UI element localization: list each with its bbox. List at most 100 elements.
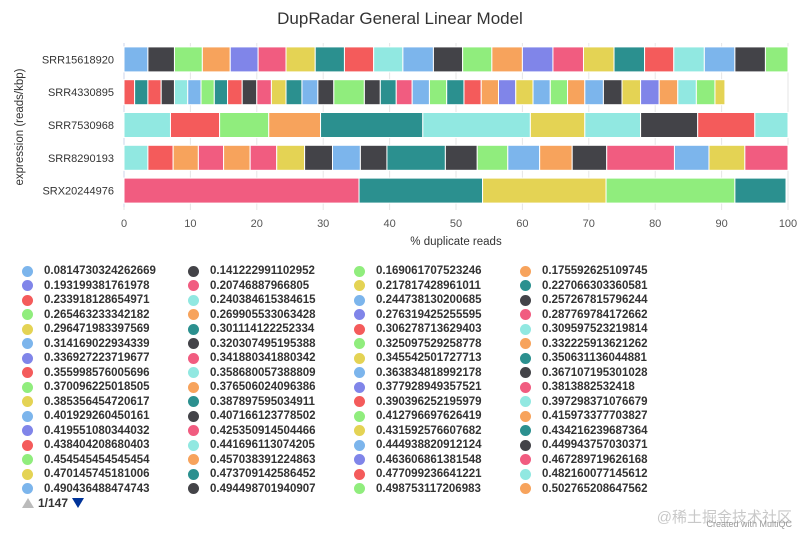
legend-item[interactable]: 0.449943757030371 [520, 438, 686, 453]
legend-item[interactable]: 0.314169022934339 [22, 337, 188, 352]
bar-segment[interactable] [249, 144, 278, 171]
bar-segment[interactable] [521, 46, 554, 73]
bar-segment[interactable] [320, 112, 424, 138]
bar-segment[interactable] [476, 144, 509, 171]
bar-segment[interactable] [285, 79, 303, 106]
bar-segment[interactable] [219, 112, 270, 138]
bar-segment[interactable] [552, 46, 584, 73]
bar-segment[interactable] [640, 79, 660, 106]
legend-item[interactable]: 0.325097529258778 [354, 337, 520, 352]
bar-segment[interactable] [584, 112, 642, 138]
legend-item[interactable]: 0.444938820912124 [354, 438, 520, 453]
bar-segment[interactable] [395, 79, 413, 106]
bar-segment[interactable] [173, 46, 203, 73]
bar-segment[interactable] [422, 112, 531, 138]
legend-item[interactable]: 0.332225913621262 [520, 337, 686, 352]
legend-item[interactable]: 0.20746887966805 [188, 279, 354, 294]
legend-item[interactable]: 0.470145745181006 [22, 467, 188, 482]
legend-item[interactable]: 0.3813882532418 [520, 380, 686, 395]
bar-segment[interactable] [621, 79, 642, 106]
bar-segment[interactable] [373, 46, 404, 73]
bar-segment[interactable] [582, 46, 615, 73]
bar-segment[interactable] [256, 79, 272, 106]
legend-item[interactable]: 0.320307495195388 [188, 337, 354, 352]
legend-item[interactable]: 0.498753117206983 [354, 482, 520, 497]
bar-segment[interactable] [402, 46, 434, 73]
legend-item[interactable]: 0.257267815796244 [520, 293, 686, 308]
legend-item[interactable]: 0.233918128654971 [22, 293, 188, 308]
bar-segment[interactable] [744, 144, 789, 171]
bar-segment[interactable] [229, 46, 259, 73]
legend-item[interactable]: 0.193199381761978 [22, 279, 188, 294]
bar-segment[interactable] [658, 79, 679, 106]
legend-item[interactable]: 0.141222991102952 [188, 264, 354, 279]
legend-item[interactable]: 0.301114122252334 [188, 322, 354, 337]
bar-segment[interactable] [539, 144, 573, 171]
legend-item[interactable]: 0.355998576005696 [22, 366, 188, 381]
legend-item[interactable]: 0.287769784172662 [520, 308, 686, 323]
bar-segment[interactable] [213, 79, 229, 106]
legend-item[interactable]: 0.217817428961011 [354, 279, 520, 294]
legend-item[interactable]: 0.358680057388809 [188, 366, 354, 381]
legend-item[interactable]: 0.363834818992178 [354, 366, 520, 381]
legend-item[interactable]: 0.415973377703827 [520, 409, 686, 424]
bar-segment[interactable] [147, 79, 162, 106]
legend-item[interactable]: 0.306278713629403 [354, 322, 520, 337]
legend-item[interactable]: 0.390396252195979 [354, 395, 520, 410]
legend-item[interactable]: 0.407166123778502 [188, 409, 354, 424]
bar-segment[interactable] [497, 79, 517, 106]
bar-segment[interactable] [571, 144, 608, 171]
bar-segment[interactable] [241, 79, 258, 106]
legend-item[interactable]: 0.494498701940907 [188, 482, 354, 497]
legend-item[interactable]: 0.467289719626168 [520, 453, 686, 468]
bar-segment[interactable] [584, 79, 604, 106]
legend-item[interactable]: 0.175592625109745 [520, 264, 686, 279]
bar-segment[interactable] [708, 144, 746, 171]
bar-segment[interactable] [677, 79, 697, 106]
bar-segment[interactable] [331, 144, 361, 171]
bar-segment[interactable] [567, 79, 586, 106]
legend-item[interactable]: 0.269905533063428 [188, 308, 354, 323]
bar-segment[interactable] [432, 46, 464, 73]
legend-item[interactable]: 0.276319425255595 [354, 308, 520, 323]
bar-segment[interactable] [317, 79, 335, 106]
legend-item[interactable]: 0.336927223719677 [22, 351, 188, 366]
bar-segment[interactable] [359, 144, 388, 171]
legend-item[interactable]: 0.473709142586452 [188, 467, 354, 482]
legend-item[interactable]: 0.401929260450161 [22, 409, 188, 424]
bar-segment[interactable] [123, 112, 171, 138]
bar-segment[interactable] [463, 79, 482, 106]
bar-segment[interactable] [333, 79, 365, 106]
bar-segment[interactable] [673, 46, 705, 73]
bar-segment[interactable] [285, 46, 316, 73]
legend-item[interactable]: 0.370096225018505 [22, 380, 188, 395]
legend-item[interactable]: 0.477099236641221 [354, 467, 520, 482]
bar-segment[interactable] [480, 79, 499, 106]
bar-segment[interactable] [314, 46, 345, 73]
legend-item[interactable]: 0.227066303360581 [520, 279, 686, 294]
bar-segment[interactable] [602, 79, 623, 106]
legend-item[interactable]: 0.441696113074205 [188, 438, 354, 453]
bar-segment[interactable] [173, 79, 189, 106]
bar-segment[interactable] [697, 112, 756, 138]
bar-segment[interactable] [343, 46, 375, 73]
bar-segment[interactable] [386, 144, 446, 171]
legend-item[interactable]: 0.341880341880342 [188, 351, 354, 366]
legend-item[interactable]: 0.345542501727713 [354, 351, 520, 366]
legend-item[interactable]: 0.296471983397569 [22, 322, 188, 337]
bar-segment[interactable] [172, 144, 199, 171]
bar-segment[interactable] [491, 46, 523, 73]
bar-segment[interactable] [358, 177, 484, 204]
legend-item[interactable]: 0.0814730324262669 [22, 264, 188, 279]
legend-item[interactable]: 0.240384615384615 [188, 293, 354, 308]
legend-item[interactable]: 0.377928949357521 [354, 380, 520, 395]
bar-segment[interactable] [640, 112, 699, 138]
legend-item[interactable]: 0.438404208680403 [22, 438, 188, 453]
bar-segment[interactable] [147, 46, 175, 73]
bar-segment[interactable] [462, 46, 493, 73]
bar-segment[interactable] [379, 79, 397, 106]
bar-segment[interactable] [606, 144, 675, 171]
bar-segment[interactable] [363, 79, 381, 106]
legend-item[interactable]: 0.431592576607682 [354, 424, 520, 439]
bar-segment[interactable] [482, 177, 607, 204]
